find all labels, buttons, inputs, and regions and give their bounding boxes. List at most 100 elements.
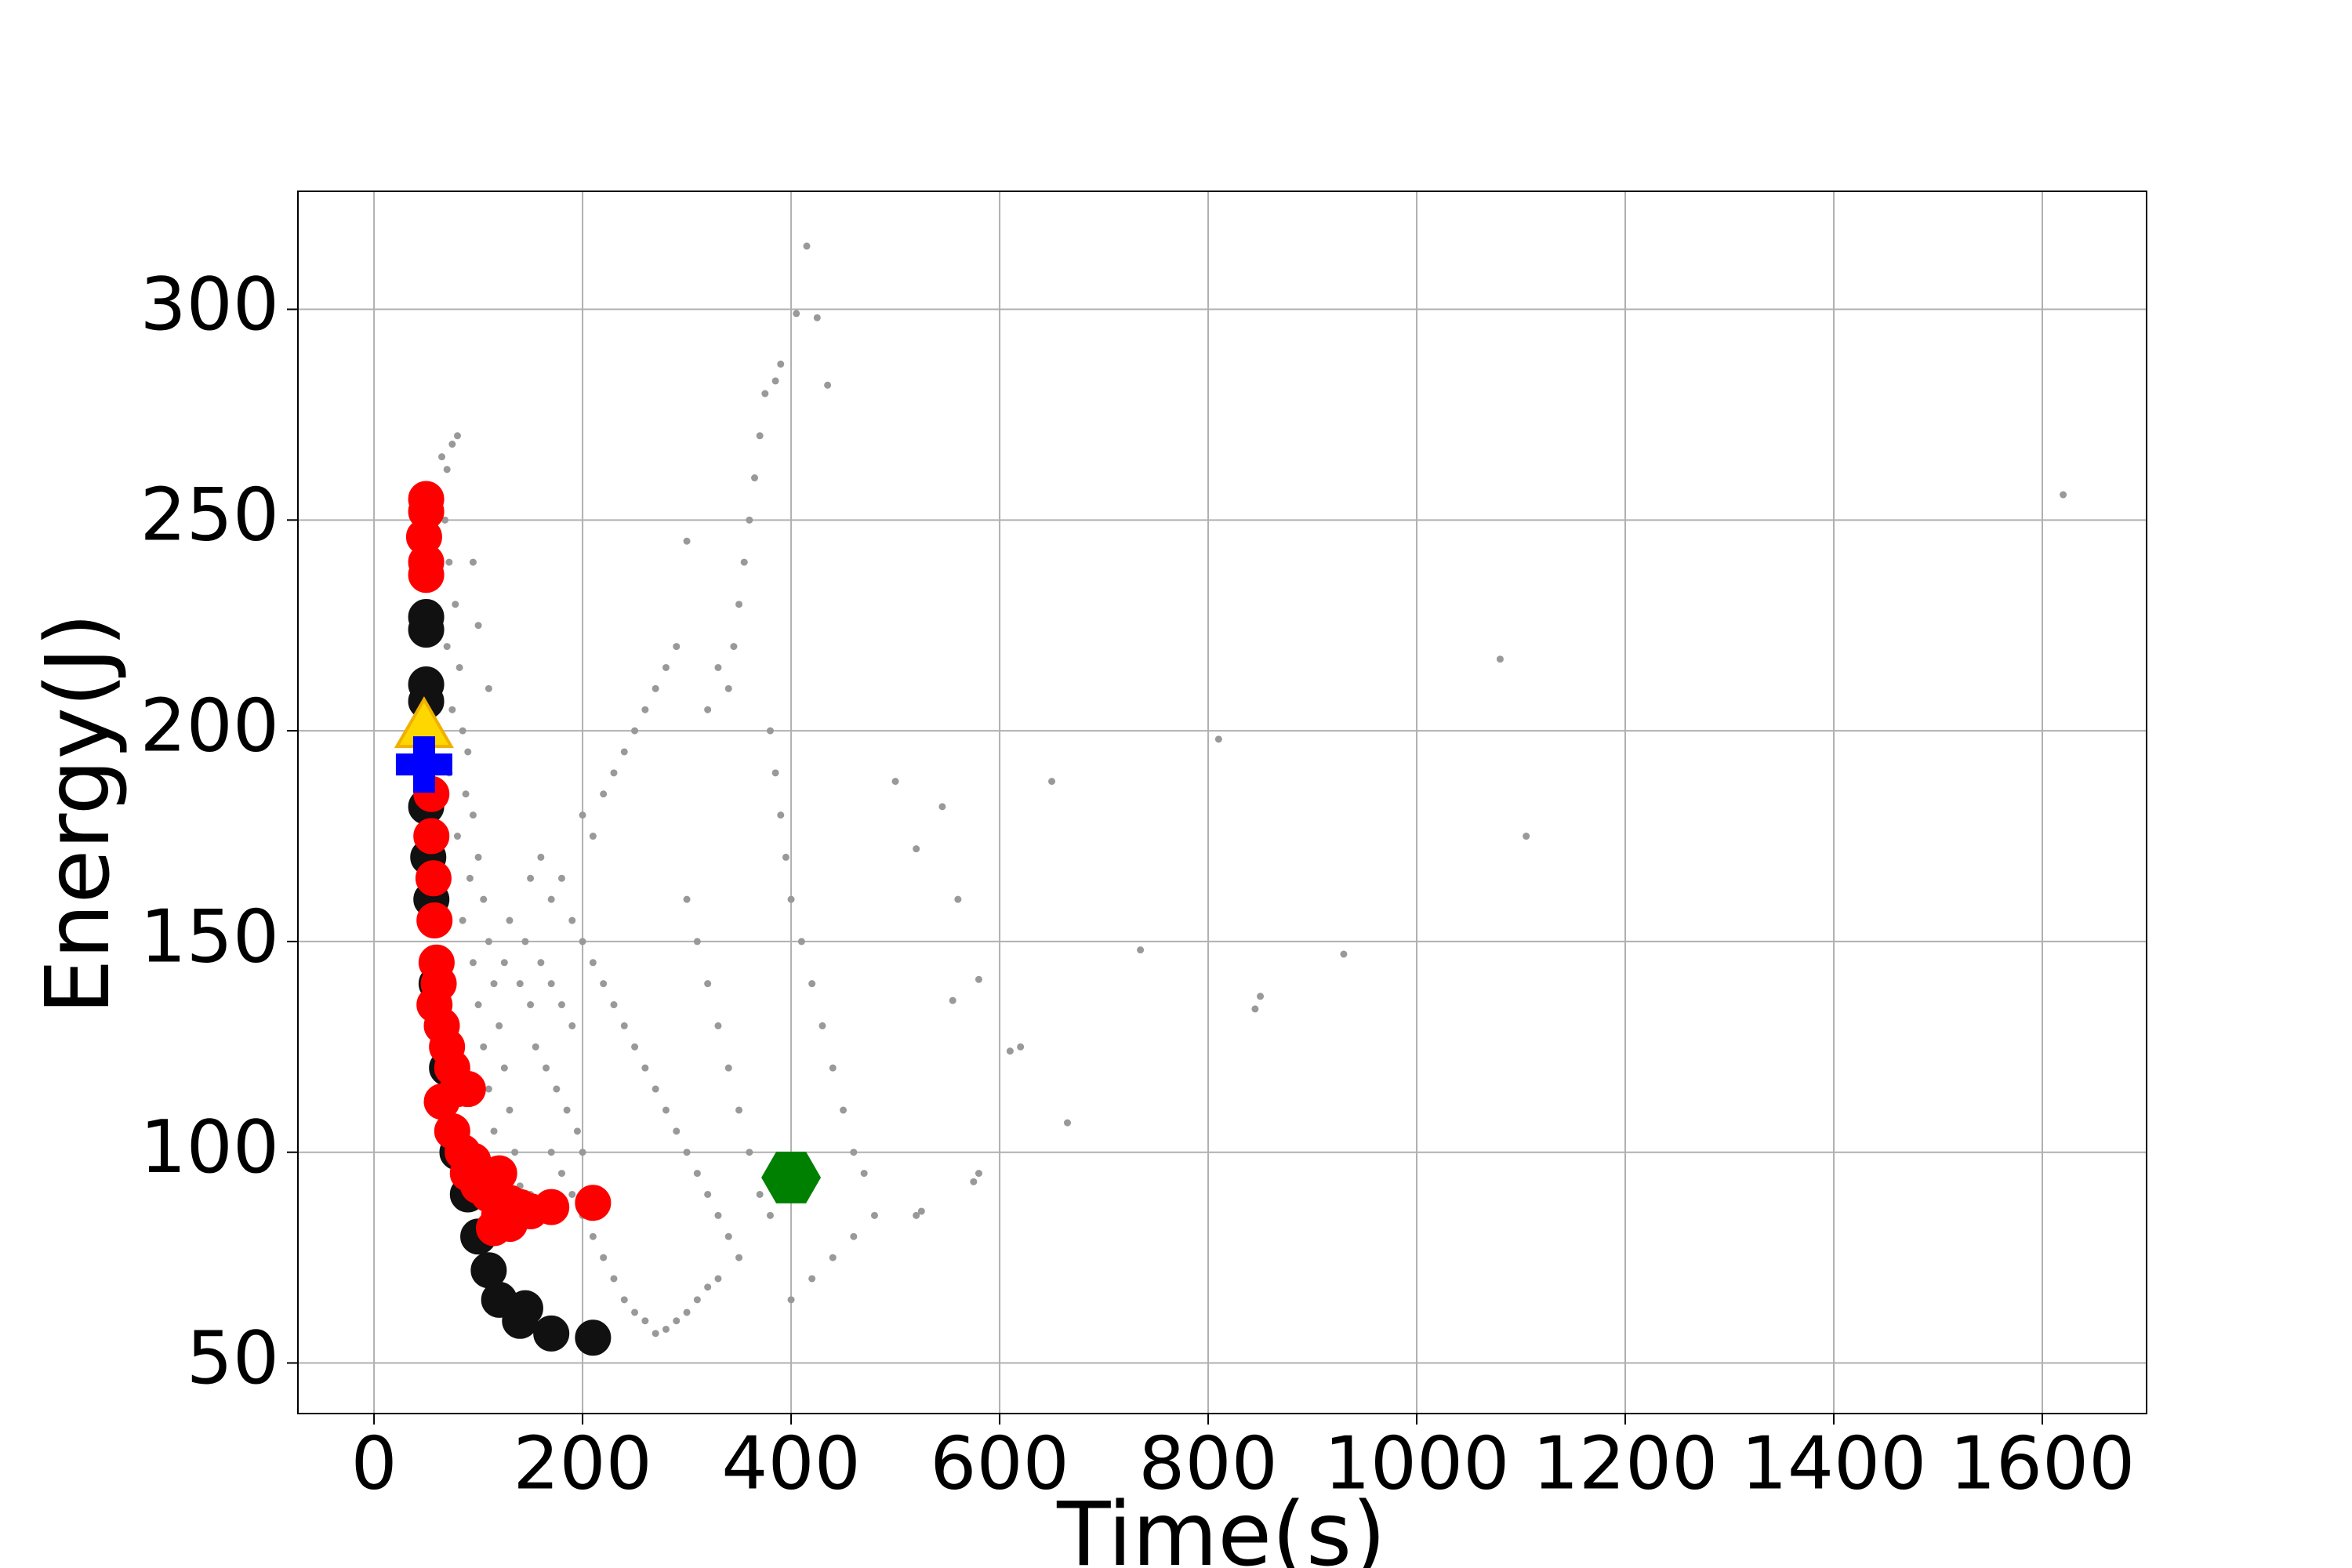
point [714, 1275, 722, 1283]
point [714, 1211, 722, 1219]
point [829, 1064, 837, 1072]
point [610, 1001, 618, 1009]
x-tick-label: 1000 [1324, 1421, 1510, 1505]
point [600, 1254, 608, 1261]
point [474, 1001, 482, 1009]
point [787, 895, 795, 903]
point [704, 1283, 712, 1291]
point [813, 314, 821, 321]
point [2060, 491, 2067, 499]
point [469, 959, 477, 967]
point [673, 643, 681, 651]
point [474, 853, 482, 861]
point [438, 453, 446, 461]
point [766, 1211, 774, 1219]
point [448, 441, 456, 448]
x-tick-label: 1600 [1950, 1421, 2136, 1505]
point [683, 1149, 691, 1156]
point [480, 1043, 488, 1051]
point [511, 1149, 519, 1156]
point [724, 1232, 732, 1240]
point [829, 1254, 837, 1261]
point [704, 1190, 712, 1198]
point [1340, 950, 1348, 958]
point [714, 1022, 722, 1029]
x-tick-label: 400 [721, 1421, 861, 1505]
point [610, 1275, 618, 1283]
point [553, 1085, 561, 1093]
point [746, 1149, 753, 1156]
point [735, 1106, 743, 1114]
point [975, 1170, 982, 1178]
point [537, 959, 545, 967]
point [777, 811, 785, 819]
point [620, 1022, 628, 1029]
point [891, 778, 899, 786]
point [793, 310, 800, 318]
point [568, 1022, 576, 1029]
point [641, 1064, 649, 1072]
point [1251, 1005, 1259, 1013]
point [652, 1330, 659, 1338]
point [547, 895, 555, 903]
y-tick-label: 250 [140, 473, 279, 557]
point [543, 1064, 550, 1072]
point [443, 643, 451, 651]
point [1214, 735, 1222, 743]
point [824, 381, 832, 389]
point [761, 390, 769, 397]
point [840, 1106, 848, 1114]
point [724, 684, 732, 692]
y-tick-label: 50 [187, 1316, 279, 1400]
point [724, 1064, 732, 1072]
point [474, 622, 482, 630]
point [500, 959, 508, 967]
x-tick-label: 0 [351, 1421, 397, 1505]
point [547, 1149, 555, 1156]
point [746, 516, 753, 524]
point [589, 1232, 597, 1240]
point [470, 1252, 507, 1289]
point [408, 612, 445, 648]
point [693, 1296, 701, 1304]
point [579, 811, 586, 819]
point [480, 895, 488, 903]
point [704, 980, 712, 988]
point [808, 1275, 816, 1283]
point [771, 769, 779, 777]
point [771, 377, 779, 385]
point [516, 980, 524, 988]
x-tick-label: 1200 [1533, 1421, 1719, 1505]
point [735, 601, 743, 608]
point [787, 1296, 795, 1304]
point [673, 1317, 681, 1325]
point [970, 1178, 978, 1185]
point [683, 1308, 691, 1316]
point [469, 558, 477, 566]
point [416, 902, 453, 939]
point [808, 980, 816, 988]
point [459, 727, 466, 735]
point [620, 1296, 628, 1304]
point [756, 432, 764, 440]
point [527, 874, 535, 882]
point [917, 1207, 925, 1215]
point [652, 684, 659, 692]
point [453, 432, 461, 440]
x-axis-label: Time(s) [1056, 1484, 1386, 1568]
point [579, 938, 586, 946]
point [533, 1189, 570, 1225]
point [673, 1127, 681, 1135]
x-tick-label: 600 [930, 1421, 1069, 1505]
point [662, 1106, 670, 1114]
point [683, 895, 691, 903]
point [1137, 946, 1145, 954]
point [683, 537, 691, 545]
plot-frame [297, 191, 2147, 1414]
point [782, 853, 789, 861]
point [975, 975, 982, 983]
point [803, 242, 811, 250]
point [850, 1149, 858, 1156]
point [491, 1206, 528, 1243]
point [537, 853, 545, 861]
